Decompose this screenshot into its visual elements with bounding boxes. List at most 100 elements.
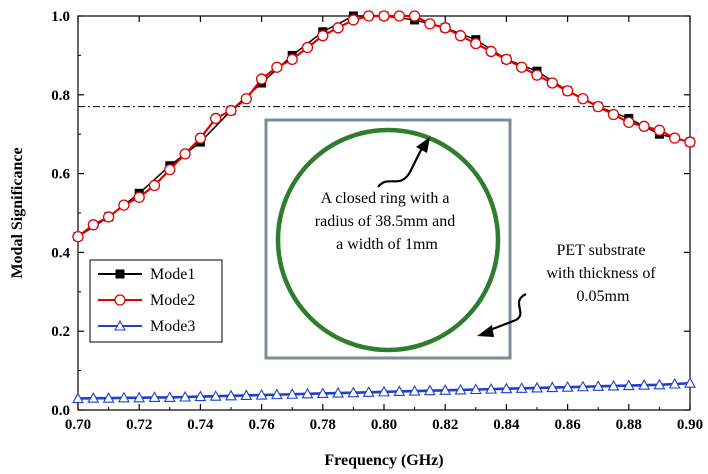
- data-point-mode2: [424, 18, 436, 30]
- data-point-mode2: [638, 120, 650, 132]
- axis-ticks: 0.70 0.72 0.74 0.76 0.78 0.80 0.82 0.84 0.86 0.88…: [51, 9, 703, 433]
- data-point-mode3: [668, 377, 681, 389]
- substrate-pointer-arrowhead: [477, 325, 494, 337]
- data-point-mode3: [469, 383, 482, 395]
- data-point-mode2: [194, 132, 207, 144]
- x-tick-label: 0.76: [248, 417, 275, 433]
- data-point-mode2: [271, 61, 283, 73]
- ring-annotation: A closed ring with a radius of 38.5mm an…: [315, 190, 459, 253]
- legend-marker-mode1: [115, 269, 125, 279]
- series-group: [72, 10, 696, 404]
- data-point-mode3: [592, 380, 605, 391]
- data-point-mode2: [347, 14, 360, 26]
- data-point-mode2: [393, 10, 405, 22]
- data-point-mode3: [87, 392, 100, 403]
- x-tick-label: 0.80: [371, 417, 397, 433]
- data-point-mode3: [194, 390, 207, 402]
- data-point-mode3: [332, 386, 345, 398]
- inset-substrate: [264, 118, 512, 360]
- data-point-mode3: [638, 379, 651, 390]
- data-point-mode2: [378, 10, 390, 22]
- data-point-mode2: [684, 136, 696, 148]
- y-axis-title: Modal Significance: [9, 147, 26, 278]
- data-point-mode2: [623, 116, 635, 129]
- data-point-mode3: [500, 382, 513, 394]
- data-point-mode3: [454, 383, 467, 395]
- data-point-mode3: [439, 384, 452, 395]
- y-tick-label: 1.0: [51, 9, 70, 25]
- legend-marker-mode2: [114, 294, 126, 306]
- series-mode2: [72, 10, 696, 243]
- data-point-mode3: [347, 386, 360, 398]
- data-point-mode2: [286, 53, 298, 65]
- data-point-mode2: [363, 10, 375, 22]
- data-point-mode2: [592, 100, 604, 113]
- data-point-mode2: [485, 45, 497, 58]
- ring-annotation-line-1: A closed ring with a: [321, 190, 450, 207]
- data-point-mode3: [301, 387, 314, 399]
- legend-items: Mode1 Mode2 Mode3: [98, 266, 195, 335]
- x-tick-label: 0.72: [126, 417, 152, 433]
- x-tick-label: 0.88: [616, 417, 642, 433]
- data-point-mode3: [163, 391, 176, 402]
- legend-marker-mode3: [114, 319, 126, 331]
- data-point-mode3: [515, 382, 528, 393]
- data-point-mode3: [133, 391, 146, 403]
- data-point-mode2: [148, 179, 161, 192]
- y-tick-label: 0.8: [51, 88, 70, 104]
- data-point-mode2: [118, 199, 130, 211]
- y-tick-label: 0.2: [51, 324, 70, 340]
- data-point-mode3: [270, 388, 283, 400]
- data-point-mode3: [286, 388, 299, 399]
- closed-ring: [275, 127, 501, 353]
- ring-annotation-line-3: a width of 1mm: [336, 236, 438, 253]
- data-point-mode3: [684, 377, 696, 388]
- ring-annotation-line-2: radius of 38.5mm and: [315, 213, 455, 230]
- data-point-mode2: [301, 41, 314, 54]
- legend-label-mode3: Mode3: [150, 318, 195, 335]
- data-point-mode3: [622, 379, 635, 391]
- inset: A closed ring with a radius of 38.5mm an…: [264, 118, 659, 360]
- data-point-mode3: [485, 382, 498, 394]
- substrate-annotation-line-1: PET substrate: [556, 242, 645, 259]
- data-point-mode2: [164, 164, 176, 176]
- x-tick-label: 0.82: [432, 417, 458, 433]
- data-point-mode3: [607, 379, 620, 391]
- data-point-mode2: [454, 30, 467, 42]
- x-tick-label: 0.74: [187, 417, 214, 433]
- data-point-mode2: [669, 132, 681, 144]
- data-point-mode3: [148, 391, 161, 402]
- legend-label-mode1: Mode1: [150, 266, 195, 283]
- data-point-mode3: [209, 390, 222, 401]
- data-point-mode2: [470, 37, 482, 50]
- substrate-annotation: PET substrate with thickness of 0.05mm: [546, 242, 659, 305]
- x-tick-label: 0.84: [493, 417, 520, 433]
- data-point-mode2: [546, 77, 558, 89]
- substrate-annotation-line-2: with thickness of: [546, 265, 656, 282]
- x-tick-label: 0.70: [65, 417, 91, 433]
- x-tick-label: 0.78: [310, 417, 336, 433]
- data-point-mode3: [408, 384, 421, 396]
- data-point-mode3: [653, 378, 666, 390]
- data-point-mode2: [607, 108, 620, 121]
- data-point-mode2: [255, 73, 268, 85]
- data-point-mode2: [87, 219, 99, 231]
- data-point-mode2: [317, 30, 329, 42]
- substrate-pointer-arrow-shaft: [489, 293, 527, 332]
- data-point-mode3: [531, 381, 543, 393]
- data-point-mode3: [362, 386, 375, 397]
- data-point-mode3: [72, 392, 84, 404]
- data-point-mode2: [516, 61, 528, 73]
- data-point-mode2: [102, 211, 115, 223]
- data-point-mode2: [439, 22, 451, 34]
- data-point-mode2: [210, 112, 222, 125]
- data-point-mode3: [225, 389, 237, 401]
- data-point-mode3: [117, 391, 130, 403]
- substrate-annotation-line-3: 0.05mm: [577, 288, 630, 305]
- data-point-mode2: [561, 85, 574, 97]
- data-point-mode2: [179, 148, 191, 160]
- y-tick-label: 0.6: [51, 167, 70, 183]
- data-point-mode3: [423, 384, 436, 396]
- legend-label-mode2: Mode2: [150, 292, 195, 309]
